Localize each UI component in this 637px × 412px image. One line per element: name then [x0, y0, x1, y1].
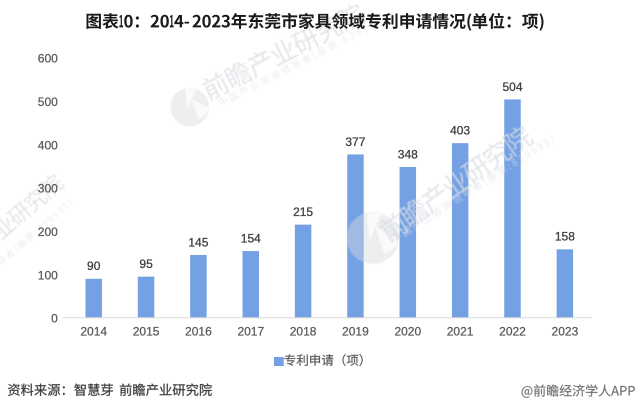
svg-text:2014: 2014	[80, 324, 107, 338]
svg-text:145: 145	[188, 235, 208, 249]
svg-text:100: 100	[38, 268, 58, 282]
svg-text:2018: 2018	[290, 324, 317, 338]
svg-text:158: 158	[555, 230, 575, 244]
svg-text:215: 215	[293, 205, 313, 219]
svg-text:500: 500	[38, 95, 58, 109]
svg-text:2021: 2021	[447, 324, 474, 338]
svg-text:348: 348	[398, 147, 418, 161]
svg-text:90: 90	[87, 259, 101, 273]
svg-text:2017: 2017	[237, 324, 264, 338]
svg-text:200: 200	[38, 225, 58, 239]
svg-text:300: 300	[38, 182, 58, 196]
svg-text:154: 154	[241, 232, 261, 246]
svg-text:2020: 2020	[394, 324, 421, 338]
svg-text:2016: 2016	[185, 324, 212, 338]
svg-text:95: 95	[139, 257, 153, 271]
svg-text:2019: 2019	[342, 324, 369, 338]
svg-text:403: 403	[450, 124, 470, 138]
svg-text:600: 600	[38, 52, 58, 66]
svg-text:2015: 2015	[133, 324, 160, 338]
svg-text:2022: 2022	[499, 324, 526, 338]
svg-text:377: 377	[345, 135, 365, 149]
svg-text:2023: 2023	[552, 324, 579, 338]
svg-text:504: 504	[502, 80, 522, 94]
svg-text:0: 0	[51, 312, 58, 326]
svg-text:400: 400	[38, 138, 58, 152]
